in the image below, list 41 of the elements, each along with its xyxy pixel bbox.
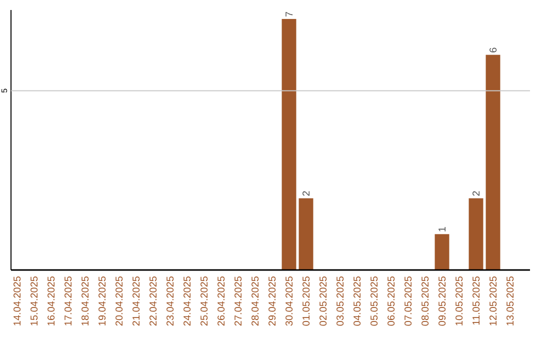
x-tick-label: 08.05.2025 [420, 276, 432, 326]
x-tick-label: 27.04.2025 [234, 276, 244, 326]
x-tick-label: 01.05.2025 [302, 276, 312, 326]
data-label: 6 [488, 46, 500, 53]
bar [298, 198, 314, 270]
x-tick-label: 26.04.2025 [216, 276, 228, 326]
x-tick-label: 03.05.2025 [336, 276, 346, 326]
x-tick-label: 07.05.2025 [404, 276, 414, 326]
data-label: 2 [472, 190, 482, 196]
data-label: 1 [438, 226, 448, 232]
x-tick-label: 15.04.2025 [30, 276, 40, 326]
x-tick-label: 13.05.2025 [506, 276, 516, 326]
x-tick-label: 18.04.2025 [80, 276, 92, 326]
x-tick-label: 16.04.2025 [46, 276, 58, 326]
x-tick-label: 22.04.2025 [148, 276, 160, 326]
x-tick-label: 20.04.2025 [114, 276, 126, 326]
x-tick-label: 06.05.2025 [386, 276, 398, 326]
x-tick-label: 04.05.2025 [352, 276, 364, 326]
x-tick-label: 09.05.2025 [438, 276, 448, 326]
bar [434, 234, 450, 270]
x-tick-label: 21.04.2025 [132, 276, 142, 326]
x-tick-label: 12.05.2025 [488, 276, 500, 326]
data-label: 2 [302, 190, 312, 196]
bar [282, 18, 296, 270]
bar [486, 54, 500, 270]
x-tick-label: 10.05.2025 [454, 276, 466, 326]
x-tick-label: 02.05.2025 [318, 276, 330, 326]
x-tick-label: 29.04.2025 [268, 276, 278, 326]
x-tick-label: 23.04.2025 [166, 276, 176, 326]
x-tick-label: 25.04.2025 [200, 276, 210, 326]
x-tick-label: 11.05.2025 [472, 276, 482, 326]
bar [468, 198, 484, 270]
ref-line-label: 5 [0, 88, 9, 93]
x-tick-label: 24.04.2025 [182, 276, 194, 326]
x-tick-label: 14.04.2025 [12, 276, 24, 326]
x-tick-label: 28.04.2025 [250, 276, 262, 326]
x-tick-label: 19.04.2025 [98, 276, 108, 326]
data-label: 7 [284, 10, 296, 17]
x-tick-label: 05.05.2025 [370, 276, 380, 326]
x-tick-label: 17.04.2025 [64, 276, 74, 326]
x-tick-label: 30.04.2025 [284, 276, 296, 326]
